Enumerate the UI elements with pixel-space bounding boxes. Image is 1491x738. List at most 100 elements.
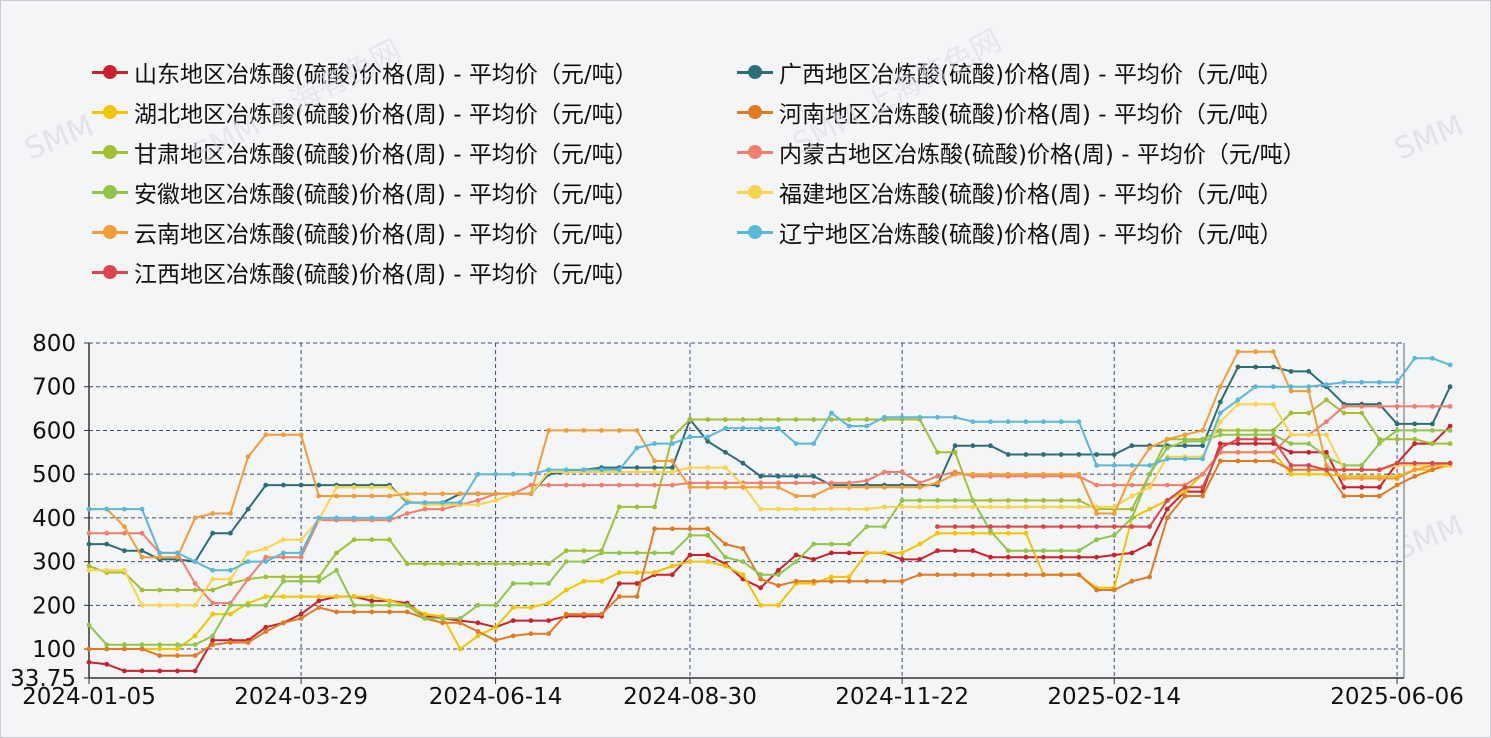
- data-point: [864, 578, 870, 584]
- data-point: [705, 439, 711, 444]
- data-point: [705, 526, 711, 532]
- data-point: [104, 661, 110, 667]
- data-point: [1094, 452, 1099, 457]
- legend-item[interactable]: 江西地区冶炼酸(硫酸)价格(周) - 平均价（元/吨）: [92, 254, 638, 290]
- data-point: [1447, 441, 1453, 446]
- data-point: [1447, 428, 1453, 433]
- data-point: [687, 559, 693, 564]
- data-point: [1253, 384, 1258, 390]
- data-point: [899, 498, 905, 503]
- data-point: [1076, 572, 1082, 578]
- data-point: [210, 600, 216, 606]
- legend-item[interactable]: 湖北地区冶炼酸(硫酸)价格(周) - 平均价（元/吨）: [92, 94, 638, 130]
- data-point: [422, 506, 428, 512]
- data-point: [1200, 456, 1205, 462]
- data-point: [334, 515, 339, 521]
- data-point: [1324, 397, 1329, 403]
- data-point: [616, 428, 622, 433]
- data-point: [228, 567, 233, 573]
- data-point: [245, 559, 251, 564]
- legend-item[interactable]: 云南地区冶炼酸(硫酸)价格(周) - 平均价（元/吨）: [92, 214, 638, 250]
- data-point: [298, 554, 304, 560]
- watermark-text: SMM 上海有色网: [787, 23, 1007, 162]
- legend-item[interactable]: 甘肃地区冶炼酸(硫酸)价格(周) - 平均价（元/吨）: [92, 134, 638, 170]
- data-point: [1270, 449, 1276, 455]
- data-point: [758, 572, 764, 578]
- data-point: [723, 449, 728, 455]
- data-point: [475, 633, 481, 639]
- data-point: [1377, 484, 1382, 490]
- data-point: [1076, 419, 1082, 425]
- data-point: [1306, 384, 1312, 390]
- data-point: [1270, 436, 1276, 442]
- data-point: [740, 559, 746, 564]
- data-point: [157, 653, 163, 658]
- data-point: [175, 587, 180, 593]
- data-point: [369, 493, 375, 499]
- data-point: [1235, 432, 1241, 438]
- data-point: [1253, 449, 1258, 455]
- legend-item[interactable]: 内蒙古地区冶炼酸(硫酸)价格(周) - 平均价（元/吨）: [737, 134, 1306, 170]
- data-point: [422, 500, 428, 505]
- data-point: [952, 498, 958, 503]
- legend-item[interactable]: 福建地区冶炼酸(硫酸)价格(周) - 平均价（元/吨）: [737, 174, 1283, 210]
- legend-item[interactable]: 辽宁地区冶炼酸(硫酸)价格(周) - 平均价（元/吨）: [737, 214, 1283, 250]
- series-6: [86, 404, 1453, 606]
- data-point: [493, 471, 498, 477]
- data-point: [192, 642, 198, 648]
- data-point: [546, 428, 551, 433]
- data-point: [882, 524, 887, 529]
- data-point: [157, 587, 163, 593]
- data-point: [1288, 432, 1294, 438]
- legend-item[interactable]: 河南地区冶炼酸(硫酸)价格(周) - 平均价（元/吨）: [737, 94, 1283, 130]
- data-point: [86, 506, 92, 512]
- data-point: [776, 602, 781, 608]
- data-point: [563, 482, 569, 488]
- legend: 山东地区冶炼酸(硫酸)价格(周) - 平均价（元/吨） 广西地区冶炼酸(硫酸)价格…: [92, 54, 1412, 304]
- data-point: [1005, 471, 1011, 477]
- data-point: [581, 559, 587, 564]
- data-point: [1359, 467, 1365, 473]
- series-line: [89, 405, 1451, 605]
- legend-item[interactable]: 安徽地区冶炼酸(硫酸)价格(周) - 平均价（元/吨）: [92, 174, 638, 210]
- data-point: [281, 432, 286, 438]
- data-point: [1182, 456, 1188, 462]
- data-point: [263, 629, 269, 634]
- data-point: [263, 554, 269, 560]
- data-point: [1235, 436, 1241, 442]
- legend-label: 辽宁地区冶炼酸(硫酸)价格(周) - 平均价（元/吨）: [779, 222, 1283, 248]
- data-point: [1164, 445, 1170, 451]
- data-point: [723, 425, 728, 431]
- data-point: [652, 458, 657, 464]
- data-point: [263, 432, 269, 438]
- data-point: [245, 550, 251, 556]
- data-point: [952, 548, 958, 554]
- data-point: [563, 611, 569, 617]
- data-point: [1129, 506, 1135, 512]
- data-point: [334, 567, 339, 573]
- data-point: [740, 460, 746, 466]
- data-point: [634, 428, 640, 433]
- data-point: [935, 414, 940, 420]
- legend-item[interactable]: 广西地区冶炼酸(硫酸)价格(周) - 平均价（元/吨）: [737, 54, 1283, 90]
- data-point: [1377, 436, 1382, 442]
- data-point: [281, 482, 286, 488]
- data-point: [245, 454, 251, 460]
- data-point: [192, 602, 198, 608]
- data-point: [440, 491, 445, 497]
- data-point: [723, 541, 728, 547]
- data-point: [723, 480, 728, 486]
- data-point: [970, 498, 976, 503]
- data-point: [1005, 530, 1011, 536]
- data-point: [1377, 404, 1382, 409]
- legend-marker-icon: [92, 142, 128, 162]
- legend-item[interactable]: 山东地区冶炼酸(硫酸)价格(周) - 平均价（元/吨）: [92, 54, 638, 90]
- data-point: [1394, 421, 1400, 427]
- data-point: [104, 530, 110, 536]
- data-point: [846, 578, 852, 584]
- data-point: [546, 618, 551, 623]
- data-point: [245, 576, 251, 582]
- watermark-text: SMM: [20, 108, 99, 167]
- data-point: [228, 640, 233, 645]
- data-point: [829, 541, 834, 547]
